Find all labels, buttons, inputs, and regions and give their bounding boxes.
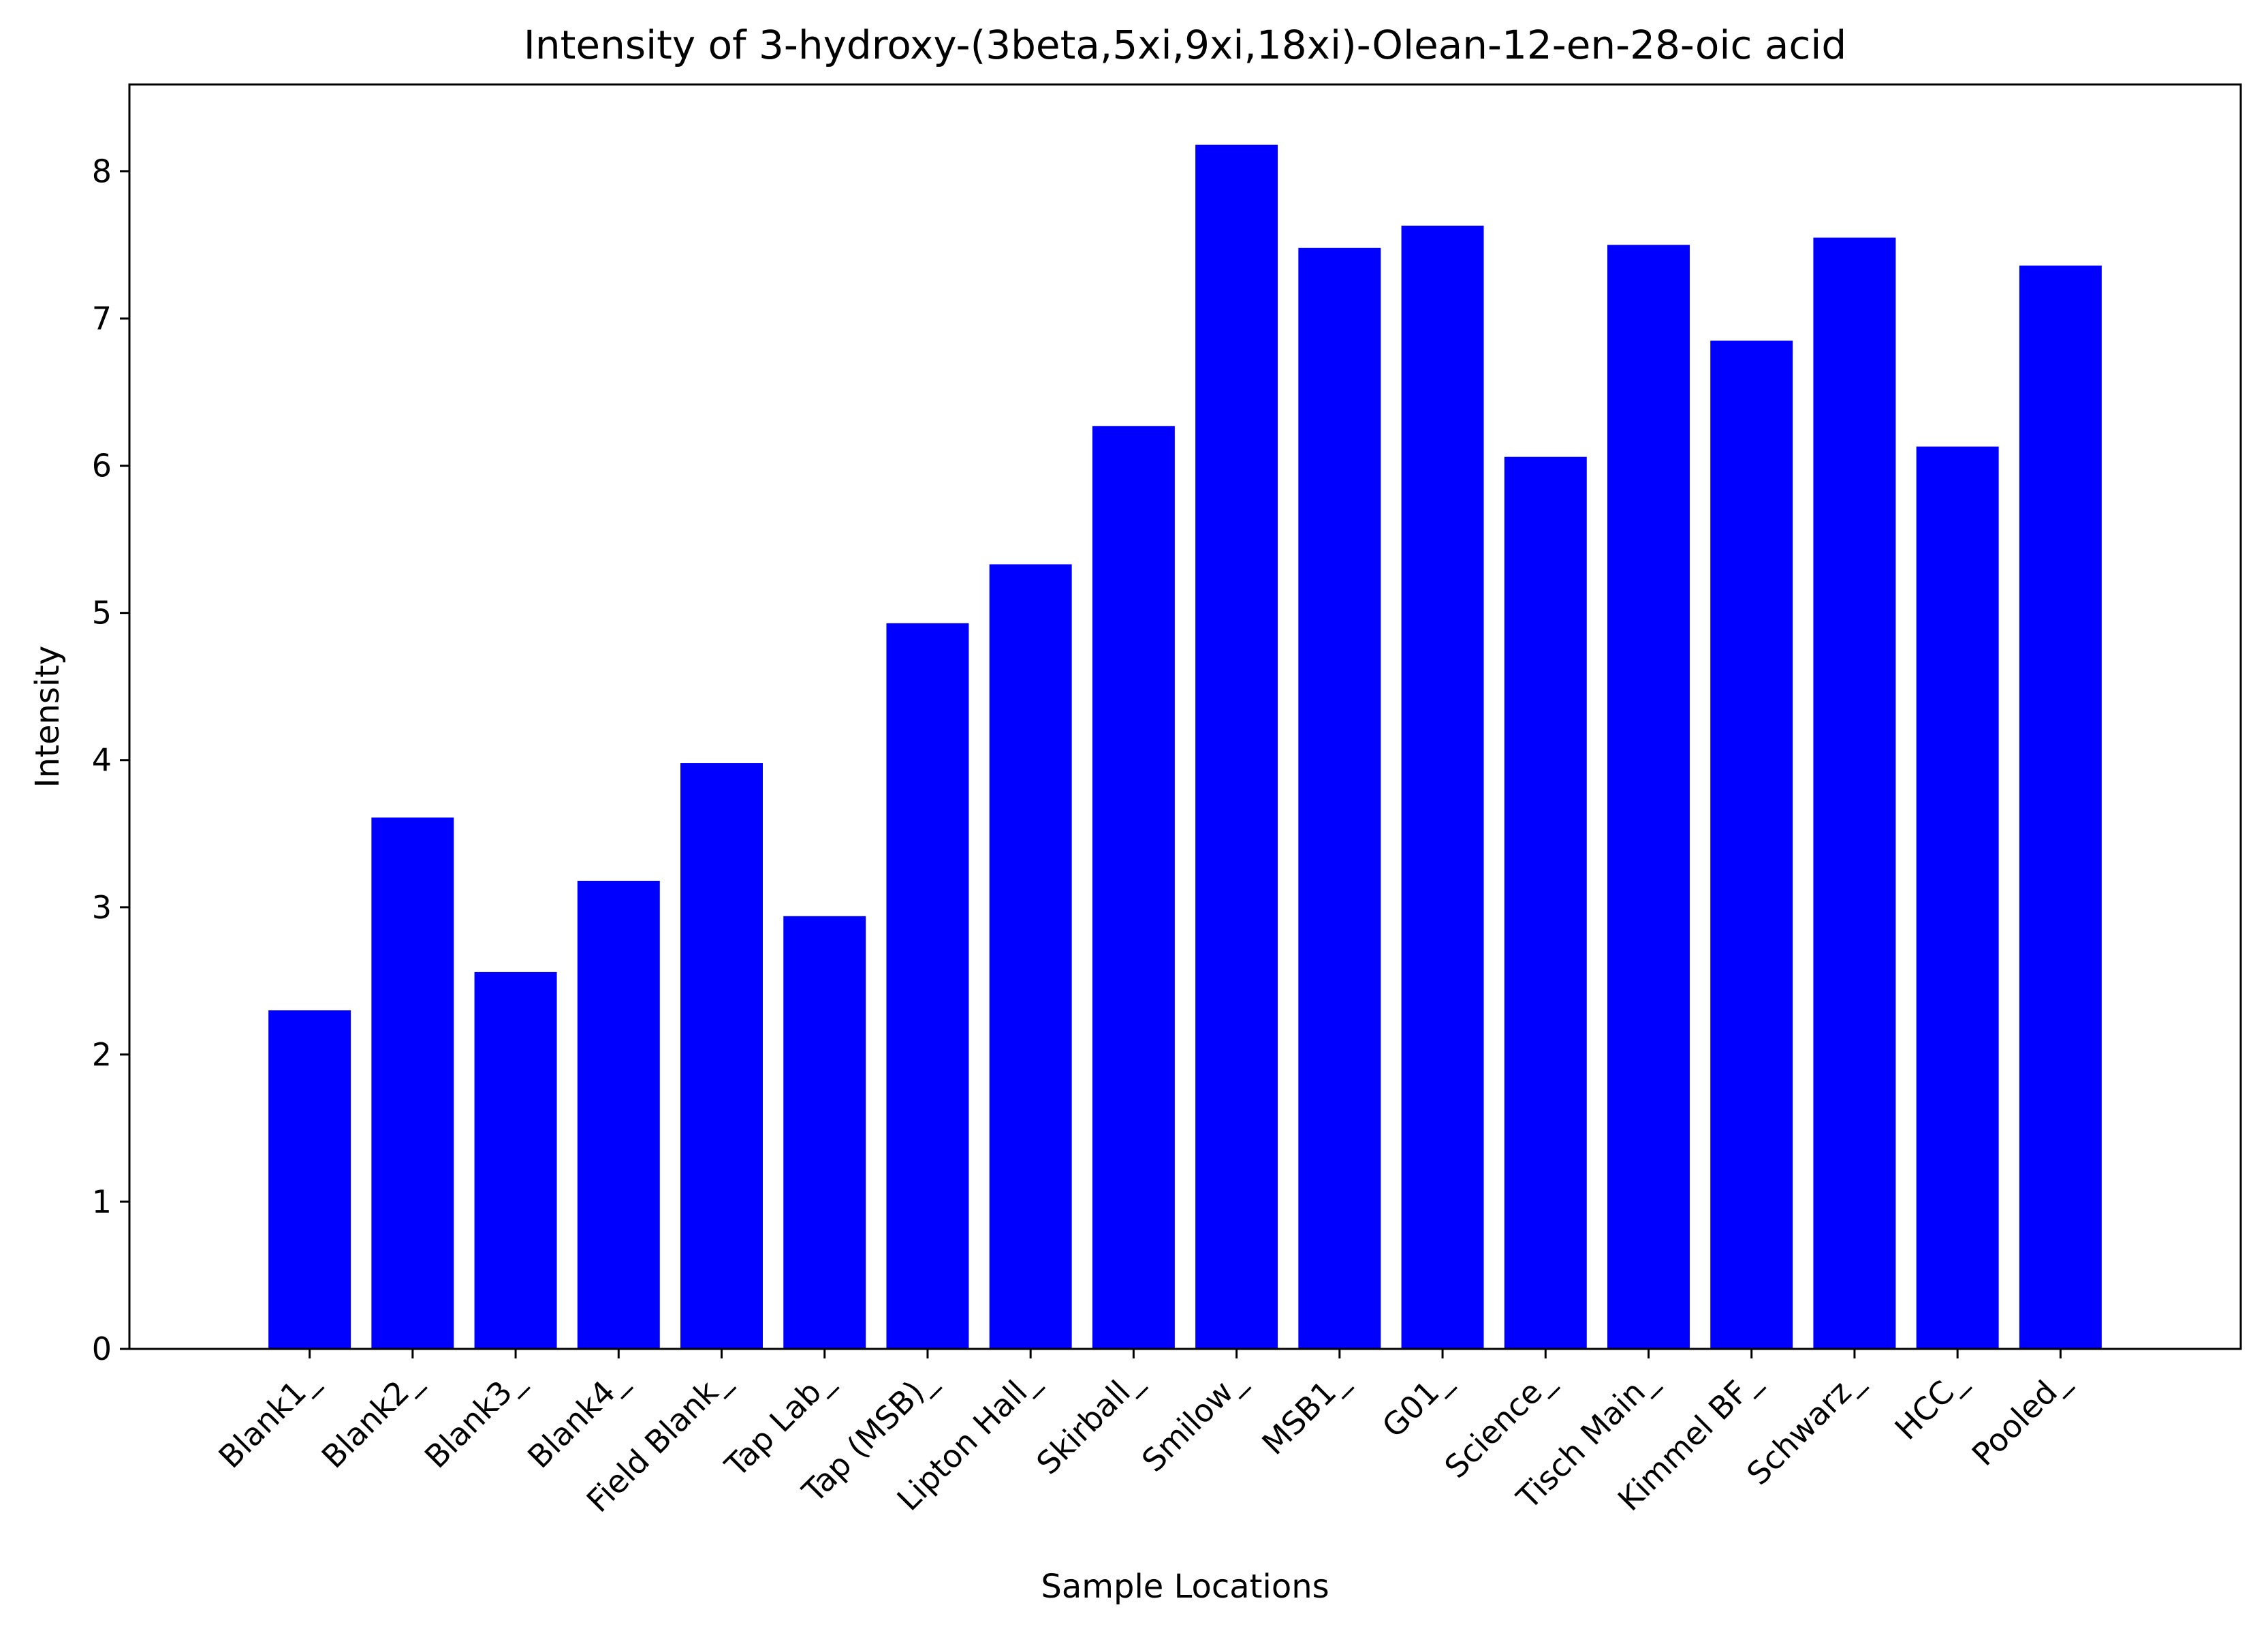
y-tick-label-0: 0 <box>92 1331 112 1367</box>
plot-frame <box>128 83 2242 1350</box>
bar-11 <box>1401 225 1484 1349</box>
bar-4 <box>680 763 763 1349</box>
x-tick-label-17: Pooled_ <box>1965 1362 2076 1473</box>
y-tick-label-2: 2 <box>92 1036 112 1073</box>
y-tick-label-8: 8 <box>92 153 112 189</box>
bar-1 <box>371 818 454 1349</box>
bar-8 <box>1092 426 1175 1349</box>
bar-16 <box>1916 446 1999 1349</box>
bar-5 <box>783 916 866 1349</box>
y-tick-label-1: 1 <box>92 1183 112 1220</box>
y-tick-label-6: 6 <box>92 448 112 484</box>
x-tick-label-9: Smilow_ <box>1135 1362 1252 1479</box>
bar-9 <box>1195 144 1278 1350</box>
y-axis-label: Intensity <box>29 646 67 788</box>
y-tick-label-5: 5 <box>92 595 112 632</box>
chart-title: Intensity of 3-hydroxy-(3beta,5xi,9xi,18… <box>524 22 1846 68</box>
bar-13 <box>1607 245 1690 1350</box>
x-tick-label-16: HCC_ <box>1888 1362 1973 1447</box>
bar-7 <box>989 564 1072 1349</box>
y-tick-label-7: 7 <box>92 300 112 337</box>
x-tick-label-1: Blank2_ <box>315 1362 428 1476</box>
x-tick-label-0: Blank1_ <box>212 1362 326 1476</box>
x-axis: Blank1_Blank2_Blank3_Blank4_Field Blank_… <box>212 1349 2076 1519</box>
y-tick-label-4: 4 <box>92 742 112 779</box>
bar-10 <box>1298 247 1381 1349</box>
x-tick-label-2: Blank3_ <box>418 1362 531 1476</box>
bar-15 <box>1813 237 1896 1350</box>
bar-12 <box>1504 456 1587 1349</box>
y-axis: 0 1 2 3 4 5 6 7 8 <box>92 153 129 1367</box>
x-tick-label-8: Skirball_ <box>1029 1362 1149 1482</box>
bar-6 <box>886 623 969 1349</box>
bar-17 <box>2019 265 2102 1349</box>
bar-2 <box>474 971 557 1349</box>
x-tick-label-11: G01_ <box>1375 1362 1458 1445</box>
x-tick-label-10: MSB1_ <box>1255 1362 1355 1462</box>
x-axis-label: Sample Locations <box>1041 1568 1329 1606</box>
bar-0 <box>268 1010 351 1349</box>
bars-group <box>268 144 2102 1350</box>
bar-14 <box>1710 340 1793 1350</box>
bar-3 <box>577 880 660 1349</box>
y-tick-label-3: 3 <box>92 889 112 926</box>
